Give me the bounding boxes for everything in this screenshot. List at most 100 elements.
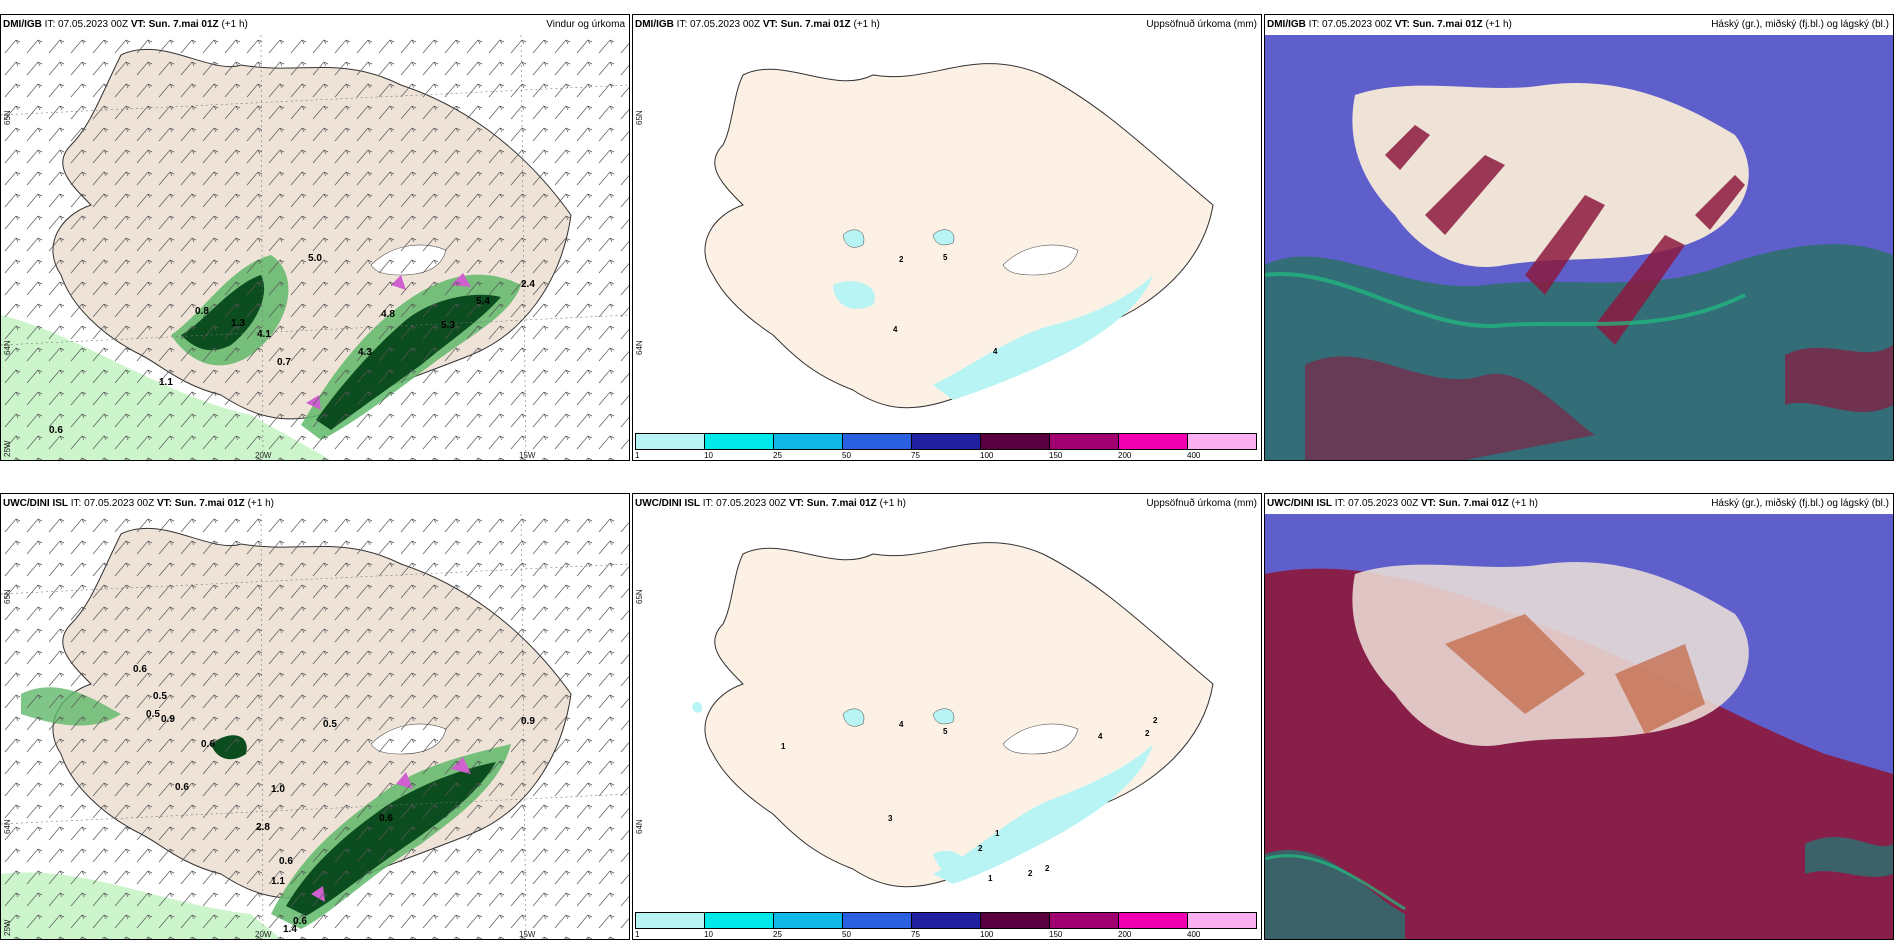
precip-value: 0.6 xyxy=(49,425,63,436)
offset: (+1 h) xyxy=(247,498,274,509)
offset: (+1 h) xyxy=(853,19,880,30)
coord-label: 20W xyxy=(255,451,272,460)
model-name: DMI/IGB xyxy=(1267,19,1306,30)
precip-value: 4.8 xyxy=(381,309,395,320)
coord-label: 65N xyxy=(635,589,644,604)
accum-value: 2 xyxy=(1153,716,1158,725)
vt-label: VT: xyxy=(1394,19,1410,30)
vt-value: Sun. 7.mai 01Z xyxy=(174,498,245,509)
it-value: 07.05.2023 00Z xyxy=(1348,498,1419,509)
field-title: Uppsöfnuð úrkoma (mm) xyxy=(1146,498,1257,509)
accum-value: 4 xyxy=(899,720,904,729)
coord-label: 25W xyxy=(3,919,12,936)
colorbar-swatch xyxy=(1049,912,1119,929)
precip-value: 0.5 xyxy=(323,719,337,730)
map-canvas xyxy=(633,35,1261,460)
panel-uwc-accum: UWC/DINI ISL IT: 07.05.2023 00Z VT: Sun.… xyxy=(632,493,1262,940)
precip-value: 0.6 xyxy=(279,856,293,867)
coord-label: 64N xyxy=(635,819,644,834)
coord-label: 65N xyxy=(3,110,12,125)
precip-value: 4.3 xyxy=(358,347,372,358)
precip-value: 0.5 xyxy=(153,691,167,702)
field-title: Háský (gr.), miðský (fj.bl.) og lágský (… xyxy=(1711,19,1889,30)
coord-label: 15W xyxy=(519,451,536,460)
colorbar-tick: 10 xyxy=(704,451,713,460)
colorbar-tick: 200 xyxy=(1118,930,1132,939)
panel-header: UWC/DINI ISL IT: 07.05.2023 00Z VT: Sun.… xyxy=(633,494,1261,514)
colorbar-swatch xyxy=(1187,912,1257,929)
offset: (+1 h) xyxy=(1511,498,1538,509)
it-value: 07.05.2023 00Z xyxy=(716,498,787,509)
vt-label: VT: xyxy=(762,19,778,30)
it-label: IT: xyxy=(44,19,56,30)
precip-value: 0.8 xyxy=(195,306,209,317)
colorbar-swatch xyxy=(980,912,1050,929)
accum-value: 4 xyxy=(893,325,898,334)
field-title: Vindur og úrkoma xyxy=(546,19,625,30)
colorbar-swatch xyxy=(704,433,774,450)
colorbar-tick: 50 xyxy=(842,930,851,939)
colorbar-swatch xyxy=(1118,912,1188,929)
panel-header: DMI/IGB IT: 07.05.2023 00Z VT: Sun. 7.ma… xyxy=(633,15,1261,35)
precip-value: 5.3 xyxy=(441,320,455,331)
panel-uwc-wind: UWC/DINI ISL IT: 07.05.2023 00Z VT: Sun.… xyxy=(0,493,630,940)
colorbar-tick: 150 xyxy=(1049,451,1063,460)
model-name: UWC/DINI ISL xyxy=(3,498,68,509)
accum-value: 3 xyxy=(888,814,893,823)
it-value: 07.05.2023 00Z xyxy=(58,19,129,30)
accum-value: 5 xyxy=(943,253,948,262)
precip-value: 1.0 xyxy=(271,784,285,795)
colorbar-swatch xyxy=(842,912,912,929)
cloud-map xyxy=(1265,35,1893,460)
coord-label: 15W xyxy=(519,930,536,939)
accum-value: 4 xyxy=(1098,732,1103,741)
map-canvas xyxy=(1,514,629,939)
coord-label: 65N xyxy=(3,589,12,604)
colorbar-swatch xyxy=(635,433,705,450)
colorbar: 1 10 25 50 75 100 150 200 400 xyxy=(635,433,1259,460)
coord-label: 25W xyxy=(3,440,12,457)
field-title: Háský (gr.), miðský (fj.bl.) og lágský (… xyxy=(1711,498,1889,509)
precip-value: 1.1 xyxy=(271,876,285,887)
colorbar-swatch xyxy=(1049,433,1119,450)
colorbar-tick: 400 xyxy=(1187,930,1201,939)
precip-value: 1.4 xyxy=(283,924,297,935)
map-canvas xyxy=(1265,514,1893,939)
precip-value: 0.9 xyxy=(161,714,175,725)
map-canvas xyxy=(633,514,1261,939)
it-label: IT: xyxy=(676,19,688,30)
precip-value: 0.5 xyxy=(146,709,160,720)
it-label: IT: xyxy=(1308,19,1320,30)
map-canvas xyxy=(1265,35,1893,460)
colorbar: 1 10 25 50 75 100 150 200 400 xyxy=(635,912,1259,939)
precip-value: 5.4 xyxy=(476,296,490,307)
vt-value: Sun. 7.mai 01Z xyxy=(148,19,219,30)
model-name: UWC/DINI ISL xyxy=(1267,498,1332,509)
colorbar-swatch xyxy=(842,433,912,450)
accum-value: 2 xyxy=(1045,864,1050,873)
precip-value: 0.6 xyxy=(379,813,393,824)
vt-label: VT: xyxy=(156,498,172,509)
precip-value: 0.6 xyxy=(175,782,189,793)
accum-precip-map xyxy=(633,35,1261,460)
precip-value: 0.6 xyxy=(133,664,147,675)
vt-value: Sun. 7.mai 01Z xyxy=(780,19,851,30)
accum-value: 1 xyxy=(988,874,993,883)
precip-value: 2.8 xyxy=(256,822,270,833)
colorbar-tick: 1 xyxy=(635,930,640,939)
precip-value: 1.1 xyxy=(159,377,173,388)
panel-dmi-accum: DMI/IGB IT: 07.05.2023 00Z VT: Sun. 7.ma… xyxy=(632,14,1262,461)
colorbar-tick: 50 xyxy=(842,451,851,460)
vt-label: VT: xyxy=(788,498,804,509)
it-value: 07.05.2023 00Z xyxy=(84,498,155,509)
colorbar-tick: 10 xyxy=(704,930,713,939)
colorbar-tick: 25 xyxy=(773,451,782,460)
precip-value: 0.6 xyxy=(293,916,307,927)
colorbar-tick: 400 xyxy=(1187,451,1201,460)
accum-value: 2 xyxy=(1028,869,1033,878)
panel-uwc-cloud: UWC/DINI ISL IT: 07.05.2023 00Z VT: Sun.… xyxy=(1264,493,1894,940)
colorbar-swatch xyxy=(773,912,843,929)
precip-value: 1.3 xyxy=(231,318,245,329)
coord-label: 64N xyxy=(3,819,12,834)
colorbar-tick: 100 xyxy=(980,930,994,939)
